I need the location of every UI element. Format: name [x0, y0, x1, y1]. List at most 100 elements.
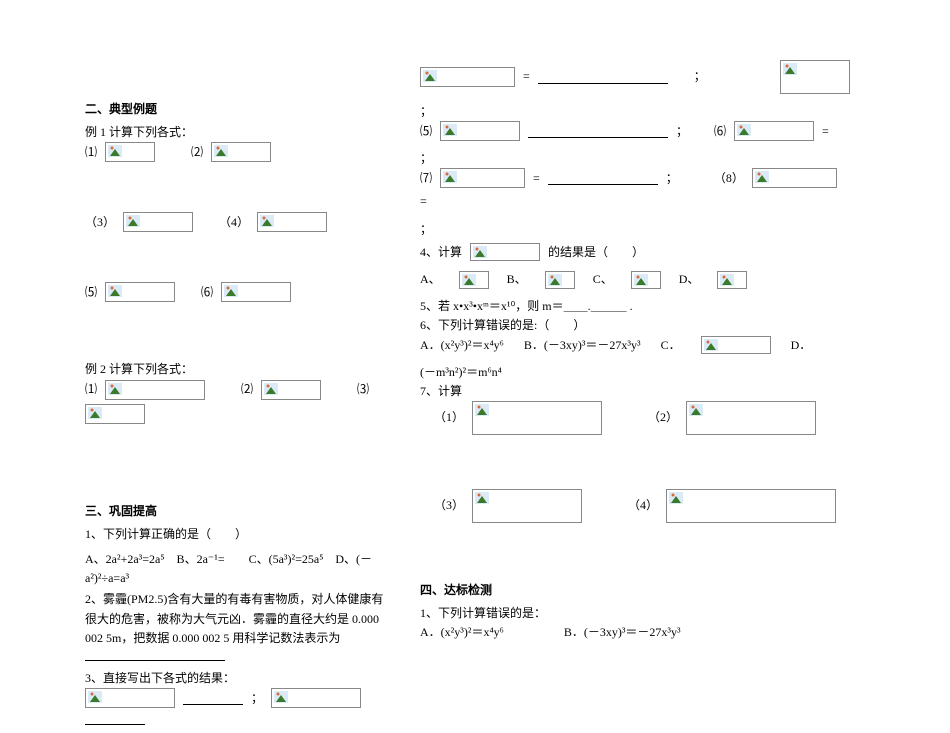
opt-c-label: C、 — [593, 270, 613, 289]
sep-line: ； — [420, 102, 850, 121]
placeholder-image — [752, 168, 837, 188]
s4-q1-b: B．(－3xy)³＝－27x³y³ — [564, 623, 681, 642]
q6-text: 6、下列计算错误的是:（ ） — [420, 316, 850, 335]
q7-row-2: （3） （4） — [420, 489, 850, 523]
placeholder-image — [257, 212, 327, 232]
q7-1: （1） — [434, 408, 464, 427]
q5-text: 5、若 x•x³•xᵐ＝x¹⁰，则 m＝＿＿.＿＿＿ . — [420, 297, 850, 316]
placeholder-image — [459, 271, 489, 289]
ex2-num-2: ⑵ — [241, 380, 253, 399]
q1-text: 1、下列计算正确的是（ ） — [85, 525, 390, 544]
sep: ； — [694, 67, 706, 86]
q6-b: B．(－3xy)³＝－27x³y³ — [524, 336, 641, 355]
q3-blank-1 — [183, 692, 243, 705]
placeholder-image — [686, 401, 816, 435]
sep: ； — [666, 169, 678, 188]
placeholder-image — [470, 243, 540, 261]
eq-sign: = — [533, 169, 540, 188]
opt-a-label: A、 — [420, 270, 441, 289]
item5: ⑸ — [420, 122, 432, 141]
item7: ⑺ — [420, 169, 432, 188]
placeholder-image — [440, 121, 520, 141]
q7-2: （2） — [648, 408, 678, 427]
q3-text: 3、直接写出下各式的结果： — [85, 669, 390, 688]
placeholder-image — [85, 688, 175, 708]
section-4-title: 四、达标检测 — [420, 581, 850, 600]
q3-blank-2 — [85, 712, 145, 725]
row-78: ⑺ = ； （8） = — [420, 168, 850, 211]
row-56: ⑸ ； ⑹ = — [420, 121, 850, 141]
placeholder-image — [105, 380, 205, 400]
placeholder-image — [717, 271, 747, 289]
sep-line: ； — [420, 220, 850, 239]
ex1-num-1: ⑴ — [85, 143, 97, 162]
q4-options: A、 B、 C、 D、 — [420, 270, 850, 289]
ex1-row-3: ⑸ ⑹ — [85, 282, 390, 302]
opt-d-label: D、 — [679, 270, 700, 289]
placeholder-image — [105, 142, 155, 162]
s4-q1-opts: A．(x²y³)²＝x⁴y⁶ B．(－3xy)³＝－27x³y³ — [420, 623, 850, 642]
eq-sign: = — [523, 67, 530, 86]
example-2-title: 例 2 计算下列各式： — [85, 360, 390, 379]
blank — [548, 172, 658, 185]
ex1-num-4: （4） — [219, 213, 249, 232]
ex2-num-3: ⑶ — [357, 380, 369, 399]
q7-text: 7、计算 — [420, 382, 850, 401]
q3-row: ； — [85, 688, 390, 725]
ex1-row-1: ⑴ ⑵ — [85, 142, 390, 162]
q2-blank — [85, 648, 225, 661]
s4-q1: 1、下列计算错误的是： — [420, 604, 850, 623]
q1-options: A、2a²+2a³=2a⁵ B、2a⁻¹= C、(5a³)²=25a⁵ D、(－… — [85, 550, 390, 588]
q6-extra: (－m³n²)²＝m⁶n⁴ — [420, 363, 850, 382]
eq-sign: = — [822, 122, 829, 141]
blank — [538, 71, 668, 84]
placeholder-image — [701, 336, 771, 354]
placeholder-image — [420, 67, 515, 87]
q6-d: D． — [791, 336, 812, 355]
q4-row: 4、计算 的结果是（ ） — [420, 243, 850, 262]
section-3-title: 三、巩固提高 — [85, 502, 390, 521]
ex1-num-5: ⑸ — [85, 283, 97, 302]
sep: ； — [251, 689, 263, 708]
q4-label: 4、计算 — [420, 243, 462, 262]
q6-options: A．(x²y³)²＝x⁴y⁶ B．(－3xy)³＝－27x³y³ C． D． — [420, 336, 850, 355]
item8: （8） — [714, 169, 744, 188]
placeholder-image — [666, 489, 836, 523]
top-row-1: = ； — [420, 60, 850, 94]
section-2-title: 二、典型例题 — [85, 100, 390, 119]
eq-sign: = — [420, 192, 427, 211]
left-column: 二、典型例题 例 1 计算下列各式： ⑴ ⑵ （3） （4） ⑸ ⑹ 例 2 计… — [0, 60, 410, 733]
s4-q1-a: A．(x²y³)²＝x⁴y⁶ — [420, 623, 504, 642]
q6-c: C． — [661, 336, 681, 355]
right-column: = ； ； ⑸ ； ⑹ = ； ⑺ = ； （8） — [410, 60, 890, 733]
placeholder-image — [85, 404, 145, 424]
q7-4: （4） — [628, 496, 658, 515]
item6: ⑹ — [714, 122, 726, 141]
placeholder-image — [271, 688, 361, 708]
ex1-num-3: （3） — [85, 213, 115, 232]
placeholder-image — [123, 212, 193, 232]
example-1-title: 例 1 计算下列各式： — [85, 123, 390, 142]
placeholder-image — [211, 142, 271, 162]
ex1-row-2: （3） （4） — [85, 212, 390, 232]
placeholder-image — [631, 271, 661, 289]
placeholder-image — [472, 489, 582, 523]
q7-3: （3） — [434, 496, 464, 515]
ex1-num-2: ⑵ — [191, 143, 203, 162]
q4-tail: 的结果是（ ） — [548, 243, 644, 262]
q6-a: A．(x²y³)²＝x⁴y⁶ — [420, 336, 504, 355]
q7-row-1: （1） （2） — [420, 401, 850, 435]
placeholder-image — [545, 271, 575, 289]
opt-b-label: B、 — [507, 270, 527, 289]
placeholder-image — [221, 282, 291, 302]
ex2-row: ⑴ ⑵ ⑶ — [85, 380, 390, 424]
placeholder-image — [734, 121, 814, 141]
blank — [528, 125, 668, 138]
placeholder-image — [472, 401, 602, 435]
placeholder-image — [780, 60, 850, 94]
placeholder-image — [261, 380, 321, 400]
ex1-num-6: ⑹ — [201, 283, 213, 302]
placeholder-image — [105, 282, 175, 302]
sep: ； — [676, 122, 688, 141]
ex2-num-1: ⑴ — [85, 380, 97, 399]
